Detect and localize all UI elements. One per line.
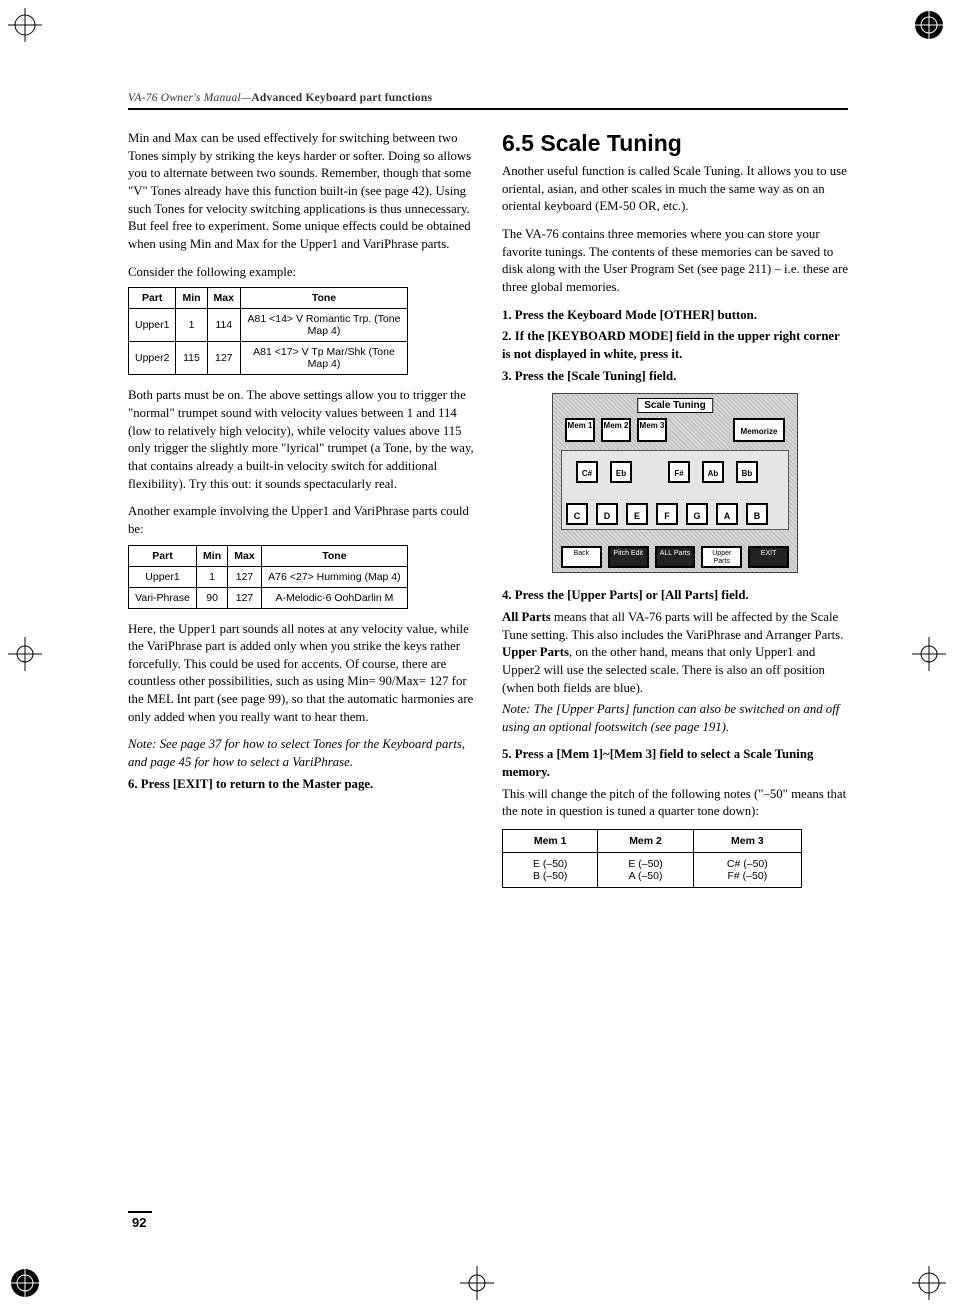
white-key: F [656, 503, 678, 525]
white-key: C [566, 503, 588, 525]
white-key: A [716, 503, 738, 525]
cell: Upper1 [129, 309, 176, 342]
right-column: 6.5 Scale Tuning Another useful function… [502, 130, 848, 888]
step-text: 4. Press the [Upper Parts] or [All Parts… [502, 588, 749, 602]
velocity-table-2: Part Min Max Tone Upper1 1 127 A76 <27> … [128, 545, 408, 609]
col-header: Tone [261, 545, 407, 566]
cell: Upper1 [129, 566, 197, 587]
crop-mark-icon [8, 1266, 42, 1300]
col-header: Part [129, 545, 197, 566]
cell: 127 [228, 587, 262, 608]
header-rule [128, 108, 848, 110]
header-prefix: VA-76 Owner's Manual— [128, 92, 251, 104]
body-paragraph: Another example involving the Upper1 and… [128, 503, 474, 538]
crop-mark-icon [912, 1266, 946, 1300]
cell: C# (–50) F# (–50) [693, 853, 801, 888]
col-header: Part [129, 288, 176, 309]
step-text: 2. If the [KEYBOARD MODE] field in the u… [502, 329, 840, 361]
back-button: Back [561, 546, 602, 568]
page-content: VA-76 Owner's Manual—Advanced Keyboard p… [128, 92, 848, 888]
step-text: 5. Press a [Mem 1]~[Mem 3] field to sele… [502, 747, 813, 779]
white-key: E [626, 503, 648, 525]
cell: 90 [196, 587, 227, 608]
header-title: Advanced Keyboard part functions [251, 92, 432, 104]
crop-mark-icon [8, 8, 42, 42]
cell: 127 [207, 342, 240, 375]
cell: 114 [207, 309, 240, 342]
cell: 1 [196, 566, 227, 587]
body-paragraph: Here, the Upper1 part sounds all notes a… [128, 621, 474, 727]
cell: A81 <14> V Romantic Trp. (Tone Map 4) [240, 309, 407, 342]
inline-bold: All Parts [502, 610, 551, 624]
col-header: Min [176, 288, 207, 309]
step-text: 6. Press [EXIT] to return to the Master … [128, 776, 474, 794]
table-row: Upper2 115 127 A81 <17> V Tp Mar/Shk (To… [129, 342, 408, 375]
col-header: Mem 1 [503, 830, 598, 853]
mem1-button: Mem 1 [565, 418, 595, 442]
black-key: Bb [736, 461, 758, 483]
table-row: Vari-Phrase 90 127 A-Melodic-6 OohDarlin… [129, 587, 408, 608]
note-paragraph: Note: The [Upper Parts] function can als… [502, 701, 848, 736]
black-key: Ab [702, 461, 724, 483]
running-header: VA-76 Owner's Manual—Advanced Keyboard p… [128, 92, 848, 104]
inline-bold: Upper Parts [502, 645, 569, 659]
crop-mark-icon [912, 637, 946, 671]
left-column: Min and Max can be used effectively for … [128, 130, 474, 888]
crop-mark-icon [8, 637, 42, 671]
exit-button: EXIT [748, 546, 789, 568]
table-row: Upper1 1 127 A76 <27> Humming (Map 4) [129, 566, 408, 587]
cell: E (–50) B (–50) [503, 853, 598, 888]
body-paragraph: Both parts must be on. The above setting… [128, 387, 474, 493]
white-key: D [596, 503, 618, 525]
section-heading: 6.5 Scale Tuning [502, 130, 848, 157]
col-header: Mem 2 [598, 830, 693, 853]
all-parts-button: ALL Parts [655, 546, 696, 568]
page-number: 92 [128, 1211, 152, 1230]
step-text: 1. Press the Keyboard Mode [OTHER] butto… [502, 308, 757, 322]
cell: A76 <27> Humming (Map 4) [261, 566, 407, 587]
table-row: Upper1 1 114 A81 <14> V Romantic Trp. (T… [129, 309, 408, 342]
white-key: G [686, 503, 708, 525]
col-header: Max [228, 545, 262, 566]
bottom-button-bar: Back Pitch Edit ALL Parts Upper Parts EX… [561, 546, 789, 568]
keyboard-panel: C# Eb F# Ab Bb C D E F G A B [561, 450, 789, 530]
body-paragraph: The VA-76 contains three memories where … [502, 226, 848, 297]
cell: A81 <17> V Tp Mar/Shk (Tone Map 4) [240, 342, 407, 375]
mem3-button: Mem 3 [637, 418, 667, 442]
cell: 1 [176, 309, 207, 342]
mem2-button: Mem 2 [601, 418, 631, 442]
note-paragraph: Note: See page 37 for how to select Tone… [128, 736, 474, 771]
white-key: B [746, 503, 768, 525]
cell: Vari-Phrase [129, 587, 197, 608]
cell: 115 [176, 342, 207, 375]
black-key: F# [668, 461, 690, 483]
pitch-edit-button: Pitch Edit [608, 546, 649, 568]
black-key: Eb [610, 461, 632, 483]
body-paragraph: This will change the pitch of the follow… [502, 786, 848, 821]
col-header: Max [207, 288, 240, 309]
body-paragraph: Another useful function is called Scale … [502, 163, 848, 216]
body-paragraph: Consider the following example: [128, 264, 474, 282]
col-header: Min [196, 545, 227, 566]
table-row: E (–50) B (–50) E (–50) A (–50) C# (–50)… [503, 853, 802, 888]
cell: A-Melodic-6 OohDarlin M [261, 587, 407, 608]
upper-parts-button: Upper Parts [701, 546, 742, 568]
body-paragraph: All Parts means that all VA-76 parts wil… [502, 609, 848, 697]
body-paragraph: Min and Max can be used effectively for … [128, 130, 474, 254]
mem-table: Mem 1 Mem 2 Mem 3 E (–50) B (–50) E (–50… [502, 829, 802, 888]
black-key: C# [576, 461, 598, 483]
cell: 127 [228, 566, 262, 587]
step-text: 3. Press the [Scale Tuning] field. [502, 369, 676, 383]
inline-text: means that all VA-76 parts will be affec… [502, 610, 843, 642]
memorize-button: Memorize [733, 418, 785, 442]
cell: E (–50) A (–50) [598, 853, 693, 888]
scale-tuning-screenshot: Scale Tuning Mem 1 Mem 2 Mem 3 Memorize … [552, 393, 798, 573]
crop-mark-icon [912, 8, 946, 42]
cell: Upper2 [129, 342, 176, 375]
col-header: Tone [240, 288, 407, 309]
velocity-table-1: Part Min Max Tone Upper1 1 114 A81 <14> … [128, 287, 408, 375]
screenshot-title: Scale Tuning [637, 398, 713, 413]
col-header: Mem 3 [693, 830, 801, 853]
crop-mark-icon [460, 1266, 494, 1300]
